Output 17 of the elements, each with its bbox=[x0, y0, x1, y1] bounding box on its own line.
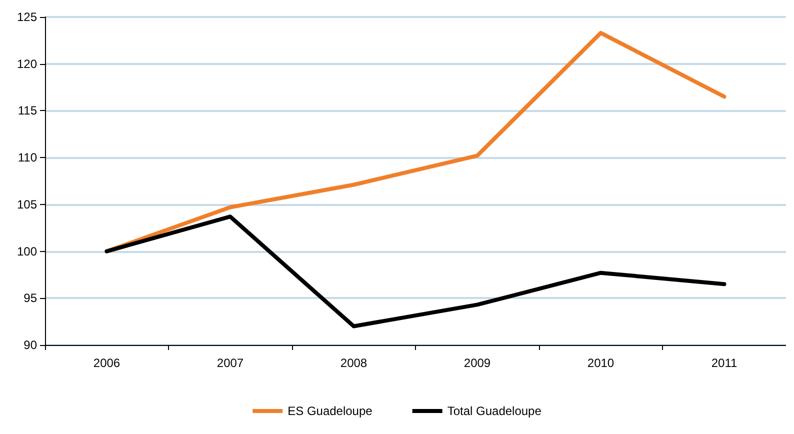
y-tick-label: 120 bbox=[16, 56, 38, 71]
legend-label: Total Guadeloupe bbox=[447, 404, 542, 418]
y-tick-label: 90 bbox=[24, 338, 38, 352]
x-tick-label: 2010 bbox=[587, 356, 614, 370]
x-tick-label: 2009 bbox=[464, 356, 491, 370]
y-tick-label: 110 bbox=[18, 150, 38, 165]
x-tick-label: 2007 bbox=[216, 356, 244, 370]
line-series bbox=[104, 214, 726, 328]
x-tick-label: 2008 bbox=[340, 356, 368, 370]
x-tick-label: 2011 bbox=[711, 356, 738, 370]
y-tick-label: 105 bbox=[16, 197, 38, 212]
legend-label: ES Guadeloupe bbox=[288, 404, 373, 418]
y-tick-label: 100 bbox=[16, 244, 38, 258]
y-tick-label: 115 bbox=[18, 104, 38, 118]
y-tick-label: 95 bbox=[24, 291, 38, 306]
x-tick-label: 2006 bbox=[93, 356, 120, 370]
y-tick-label: 125 bbox=[16, 10, 38, 24]
